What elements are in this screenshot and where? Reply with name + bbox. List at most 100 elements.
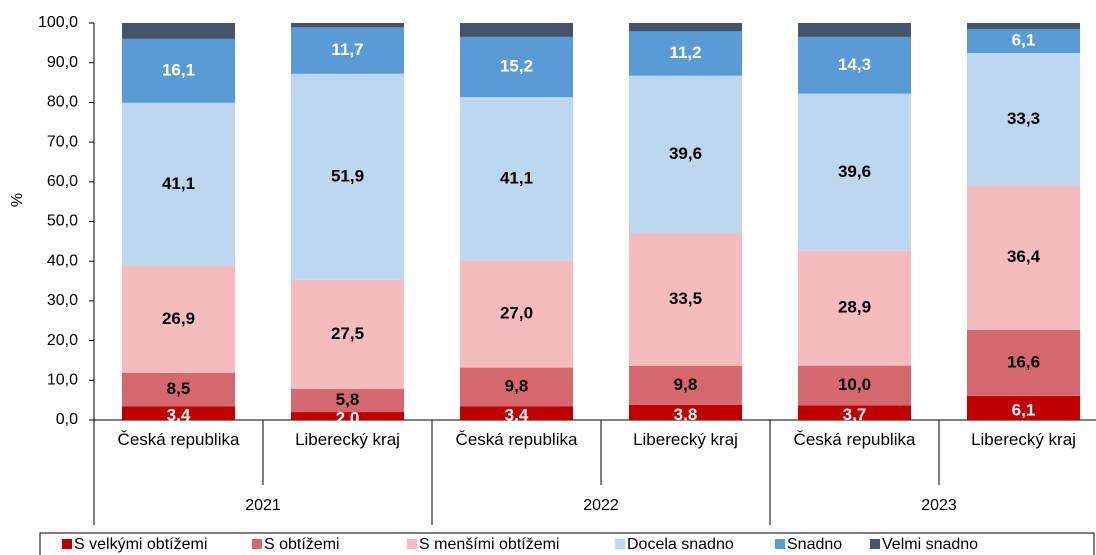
y-tick-label: 100,0 [38,14,78,31]
data-label: 11,2 [669,43,701,62]
bar-segment [967,53,1080,186]
data-label: 39,6 [838,162,871,181]
legend-label: Docela snadno [627,536,734,553]
y-tick-label: 80,0 [47,94,78,111]
legend-swatch [62,539,72,549]
data-label: 3,8 [674,405,698,424]
legend-box [39,532,1095,555]
bar-segment [967,23,1080,29]
data-label: 16,6 [1007,352,1040,371]
y-tick-label: 40,0 [47,252,78,269]
y-axis-label: % [9,193,26,207]
bar-segment [122,265,235,373]
data-label: 9,8 [505,377,529,396]
data-label: 41,1 [162,174,195,193]
bar-segment [291,412,404,420]
y-tick-label: 0,0 [56,411,78,428]
data-label: 5,8 [336,390,360,409]
y-tick-label: 30,0 [47,292,78,309]
bar-segment [798,93,911,251]
x-tick-label: Česká republika [793,430,916,449]
data-label: 6,1 [1012,400,1036,419]
legend-label: S menšími obtížemi [419,536,559,553]
bar-segment [291,389,404,413]
data-label: 39,6 [669,144,702,163]
legend-swatch [407,539,417,549]
data-label: 8,5 [167,379,191,398]
data-label: 27,0 [500,303,533,322]
data-label: 11,7 [331,40,363,59]
y-tick-label: 10,0 [47,372,78,389]
bar-segment [122,38,235,103]
bar-segment [629,31,742,76]
legend-swatch [615,539,625,549]
y-tick-label: 20,0 [47,332,78,349]
x-tick-label: Česká republika [455,430,578,449]
y-tick-label: 50,0 [47,213,78,230]
group-label: 2023 [921,497,957,514]
bar-segment [122,102,235,266]
x-tick-label: Liberecký kraj [971,430,1076,449]
data-label: 27,5 [331,324,364,343]
bar-segment [460,367,573,407]
legend-label: Velmi snadno [882,536,978,553]
bar-segment [460,36,573,98]
data-label: 2,0 [336,409,360,428]
group-label: 2022 [583,497,619,514]
x-tick-label: Liberecký kraj [295,430,400,449]
bar-segment [122,406,235,420]
data-label: 3,4 [505,406,529,425]
bar-segment [798,405,911,420]
data-label: 16,1 [162,60,195,79]
group-label: 2021 [245,497,281,514]
bar-segment [629,23,742,32]
bar-segment [629,404,742,420]
data-label: 26,9 [162,309,195,328]
bar-segment [798,365,911,406]
bar-segment [460,97,573,261]
x-tick-label: Česká republika [117,430,240,449]
data-label: 28,9 [838,298,871,317]
bar-segment [460,260,573,368]
data-label: 41,1 [500,168,533,187]
data-label: 3,7 [843,405,867,424]
bar-segment [291,27,404,74]
bar-segment [967,185,1080,330]
data-label: 33,5 [669,289,702,308]
legend-label: S velkými obtížemi [74,536,207,553]
data-label: 36,4 [1007,247,1041,266]
data-label: 10,0 [838,375,871,394]
y-tick-label: 90,0 [47,54,78,71]
bar-segment [122,23,235,39]
legend-swatch [870,539,880,549]
legend-label: S obtížemi [264,536,340,553]
bar-segment [122,372,235,407]
data-label: 9,8 [674,375,698,394]
x-tick-label: Liberecký kraj [633,430,738,449]
bar-segment [460,406,573,420]
bar-segment [291,73,404,280]
bar-segment [291,23,404,28]
bar-segment [798,36,911,94]
y-tick-label: 60,0 [47,173,78,190]
data-label: 3,4 [167,406,191,425]
bar-segment [629,75,742,234]
data-label: 51,9 [331,166,364,185]
bar-segment [967,329,1080,396]
data-label: 15,2 [500,57,533,76]
legend-swatch [775,539,785,549]
bar-segment [629,233,742,367]
legend-label: Snadno [787,536,842,553]
data-label: 14,3 [838,55,871,74]
data-label: 6,1 [1012,31,1036,50]
legend-swatch [252,539,262,549]
bar-segment [798,23,911,37]
bar-segment [460,23,573,37]
bar-segment [629,366,742,405]
y-tick-label: 70,0 [47,133,78,150]
data-label: 33,3 [1007,109,1040,128]
bar-segment [798,250,911,366]
bar-segment [967,28,1080,54]
